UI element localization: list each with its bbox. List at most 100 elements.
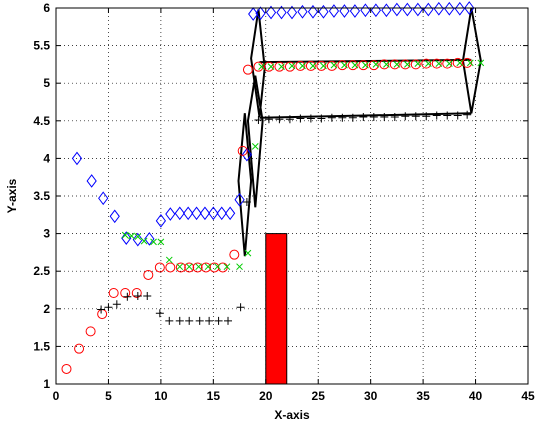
diamond-marker [265, 5, 277, 20]
circle-marker [61, 363, 72, 374]
plus-marker [401, 112, 410, 121]
diamond-marker [199, 206, 211, 221]
diamond-marker [464, 1, 475, 15]
circle-marker [347, 60, 358, 71]
diamond-marker [349, 4, 361, 18]
diamond-marker [216, 206, 227, 221]
y-tick-label: 4 [43, 151, 50, 165]
diamond-outline [461, 7, 482, 114]
x-marker [477, 59, 485, 67]
plus-marker [296, 114, 305, 123]
circle-marker [274, 61, 285, 72]
x-marker [414, 60, 422, 68]
circle-marker [421, 58, 432, 69]
series-layer [61, 1, 485, 374]
diamond-outline [246, 75, 264, 208]
y-tick-label: 3 [43, 227, 50, 241]
diamond-marker [86, 174, 97, 188]
x-tick-label: 20 [259, 389, 273, 403]
x-marker [393, 61, 401, 68]
plus-marker [285, 115, 294, 124]
y-tick-label: 3.5 [33, 189, 50, 203]
x-axis-label: X-axis [274, 408, 310, 422]
plus-marker [264, 115, 273, 124]
x-marker [258, 63, 265, 71]
diamond-marker [183, 206, 194, 221]
diamond-marker [121, 231, 132, 245]
plus-marker [463, 110, 472, 119]
circle-marker [263, 61, 274, 72]
plus-marker [133, 292, 142, 301]
x-tick-label: 35 [416, 389, 430, 403]
plus-marker [104, 303, 113, 312]
x-marker [404, 61, 411, 68]
circle-marker [85, 326, 96, 337]
tick-layer: 0 5 10 15 20 25 30 35 40 45 1 1.5 2 2.5 3 3.5 4 4.5 5 5.5 6 [33, 1, 535, 403]
y-tick-label: 1 [43, 377, 50, 391]
x-marker [150, 238, 157, 246]
plus-marker [369, 113, 378, 122]
circle-marker [284, 61, 295, 72]
x-tick-label: 5 [105, 389, 112, 403]
circle-marker [229, 249, 240, 260]
diamond-marker [339, 4, 350, 18]
x-marker [309, 62, 317, 70]
circle-marker [184, 262, 195, 273]
plus-marker [390, 113, 399, 122]
x-marker [195, 263, 203, 271]
plus-marker [317, 114, 326, 123]
diamond-marker [276, 5, 287, 20]
diamond-outline [237, 113, 253, 257]
x-marker [267, 63, 275, 71]
x-tick-label: 0 [53, 389, 60, 403]
circle-marker [462, 57, 473, 68]
plus-marker [236, 303, 245, 312]
bar-layer [265, 233, 288, 385]
plus-marker [359, 113, 368, 122]
x-marker [244, 249, 252, 257]
x-marker [288, 62, 296, 70]
plus-marker [432, 111, 441, 120]
diamond-marker [433, 1, 444, 16]
bar [265, 233, 288, 385]
x-marker [157, 238, 165, 246]
x-marker [372, 61, 380, 68]
x-marker [128, 232, 135, 240]
diamond-marker [454, 1, 465, 16]
x-marker [278, 63, 285, 71]
plus-marker [143, 292, 152, 301]
x-marker [165, 256, 173, 264]
x-tick-label: 30 [364, 389, 378, 403]
circle-marker [368, 60, 379, 71]
y-axis-label: Y-axis [5, 178, 19, 213]
plus-marker [254, 116, 263, 125]
x-marker [425, 60, 432, 68]
diamond-marker [255, 6, 266, 21]
circle-marker [74, 343, 85, 354]
x-marker [362, 61, 369, 69]
circle-marker [120, 288, 131, 299]
diamond-marker [109, 209, 120, 224]
diamond-marker [208, 206, 219, 221]
diamond-marker [224, 206, 236, 221]
x-marker [351, 61, 359, 69]
diamond-marker [318, 4, 329, 19]
plus-marker [224, 316, 233, 325]
plus-marker [306, 114, 315, 123]
plus-marker [123, 292, 132, 301]
circle-marker [237, 145, 248, 156]
circle-marker [154, 262, 165, 273]
x-tick-label: 25 [312, 389, 326, 403]
x-tick-label: 15 [207, 389, 221, 403]
plus-marker [275, 115, 284, 124]
circle-marker [410, 59, 421, 70]
x-marker [176, 263, 184, 271]
diamond-marker [234, 192, 245, 207]
plus-marker [165, 316, 174, 325]
y-tick-label: 4.5 [33, 114, 50, 128]
y-tick-label: 6 [43, 1, 50, 15]
diamond-marker [165, 207, 176, 221]
x-marker [251, 143, 259, 150]
circle-marker [389, 59, 400, 70]
